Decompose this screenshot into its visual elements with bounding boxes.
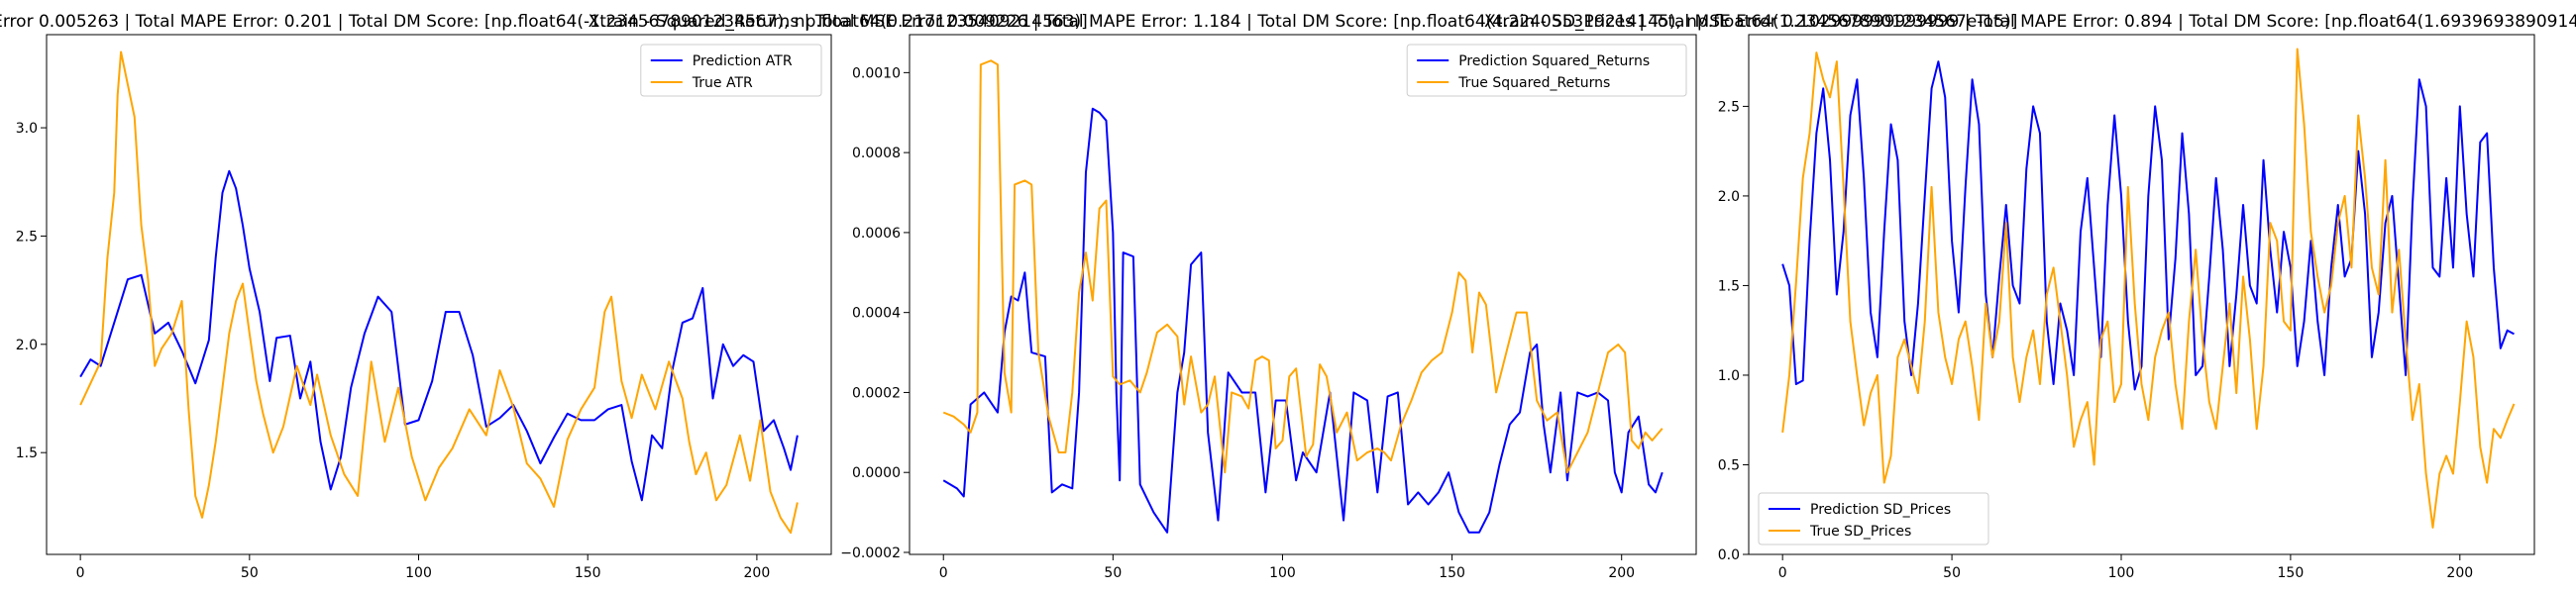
x-tick-label: 50 (241, 565, 259, 581)
plot-area (1749, 35, 2534, 554)
y-tick-label: 2.5 (1718, 99, 1740, 115)
axes-frame (46, 34, 832, 555)
y-tick-label: 1.5 (1718, 278, 1740, 294)
legend-box (1406, 44, 1687, 97)
legend-label: Prediction SD_Prices (1810, 502, 1951, 518)
x-tick-label: 100 (405, 565, 432, 581)
x-tick-label: 150 (2278, 565, 2305, 581)
plot-area (910, 35, 1696, 554)
x-tick-label: 50 (1943, 565, 1961, 581)
legend-label: Prediction ATR (693, 53, 793, 69)
y-tick-label: 0.0 (1718, 547, 1740, 563)
series-line-true-sd-prices (1781, 48, 2516, 529)
series-line-true-squared-returns (942, 59, 1664, 474)
y-tick-label: 1.5 (16, 446, 38, 461)
y-tick-label: 0.0006 (852, 226, 901, 242)
y-tick-label: 2.0 (1718, 189, 1740, 205)
x-tick-label: 0 (76, 565, 85, 581)
plot-area (47, 35, 831, 554)
y-tick-label: 2.5 (16, 229, 38, 245)
legend-label: Prediction Squared_Returns (1458, 53, 1650, 69)
y-tick-label: 0.0004 (852, 306, 901, 322)
y-tick-label: 0.0008 (852, 146, 901, 161)
x-tick-label: 200 (1608, 565, 1635, 581)
chart-title-1: Xtrain - ATR | Total MSE Error 0.005263 … (0, 12, 1088, 32)
axes-frame (909, 34, 1697, 555)
chart-panel-2: 0 50 100 150 200 −0.0002 0.0000 0.0002 0.0004 0.0… (840, 34, 1697, 581)
x-tick-label: 200 (2446, 565, 2473, 581)
x-tick-label: 100 (2108, 565, 2135, 581)
axes-frame (1748, 34, 2535, 555)
series-line-prediction-atr (79, 169, 799, 502)
x-tick-label: 100 (1269, 565, 1296, 581)
y-tick-label: 0.0010 (852, 65, 901, 81)
titles-layer: Xtrain - ATR | Total MSE Error 0.005263 … (0, 12, 2576, 32)
legend-label: True SD_Prices (1809, 524, 1911, 540)
legend-label: True ATR (692, 75, 753, 91)
chart-title-3: Xtrain - SD_Prices | Total MSE Error 0.1… (1484, 12, 2576, 32)
chart-panel-1: 0 50 100 150 200 1.5 2.0 2.5 3.0 Prediction ATR Tr… (16, 34, 832, 581)
x-tick-label: 0 (1778, 565, 1787, 581)
legend-label: True Squared_Returns (1457, 75, 1610, 91)
y-tick-label: −0.0002 (840, 545, 901, 561)
legend-box (1758, 492, 1989, 545)
y-tick-label: 0.5 (1718, 457, 1740, 473)
legend: Prediction ATR True ATR (640, 44, 822, 97)
x-tick-label: 200 (744, 565, 771, 581)
y-tick-label: 1.0 (1718, 368, 1740, 384)
legend: Prediction Squared_Returns True Squared_R… (1406, 44, 1687, 97)
y-tick-label: 0.0000 (852, 465, 901, 481)
y-tick-label: 2.0 (16, 338, 38, 353)
legend-box (640, 44, 822, 97)
y-tick-label: 3.0 (16, 121, 38, 137)
x-tick-label: 0 (939, 565, 948, 581)
legend: Prediction SD_Prices True SD_Prices (1758, 492, 1989, 545)
x-tick-label: 150 (1439, 565, 1465, 581)
y-tick-label: 0.0002 (852, 385, 901, 401)
x-tick-label: 50 (1104, 565, 1122, 581)
series-line-true-atr (79, 50, 799, 535)
chart-panel-3: 0 50 100 150 200 0.0 0.5 1.0 1.5 2.0 2.5 Prediction… (1718, 34, 2535, 581)
chart-title-2: Xtrain - Squared_Returns | Total MSE Err… (589, 12, 2018, 32)
panels-layer: 0 50 100 150 200 1.5 2.0 2.5 3.0 Prediction ATR Tr… (16, 34, 2535, 581)
x-tick-label: 150 (575, 565, 601, 581)
series-line-prediction-sd-prices (1781, 60, 2515, 391)
